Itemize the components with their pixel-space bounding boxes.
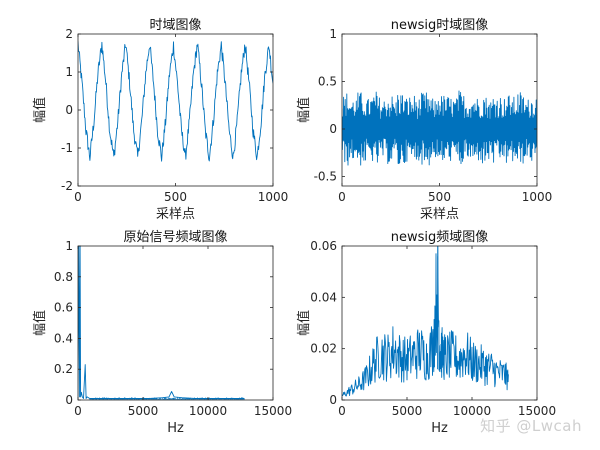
- y-tick-label: -0.5: [314, 170, 337, 184]
- y-axis-label: 幅值: [32, 97, 48, 123]
- x-tick-label: 10000: [453, 404, 491, 418]
- x-tick-label: 10000: [189, 404, 227, 418]
- x-tick-label: 500: [428, 190, 451, 204]
- y-tick-label: 0: [65, 103, 73, 117]
- x-tick-label: 0: [74, 190, 82, 204]
- y-tick-label: 0.2: [54, 362, 73, 376]
- y-tick-label: 0.02: [310, 342, 337, 356]
- y-tick-label: -2: [61, 179, 73, 193]
- y-tick-label: 0.6: [54, 301, 73, 315]
- y-tick-label: 0: [329, 122, 337, 136]
- x-tick-label: 500: [164, 190, 187, 204]
- series-line: [78, 41, 273, 162]
- x-tick-label: 0: [338, 404, 346, 418]
- y-tick-label: 1: [65, 65, 73, 79]
- y-tick-label: 1: [65, 239, 73, 253]
- chart-title: 原始信号频域图像: [123, 230, 227, 245]
- axes-box: [341, 245, 538, 401]
- x-axis-label: Hz: [431, 421, 448, 436]
- x-axis-label: 采样点: [156, 207, 195, 222]
- chart-title: 时域图像: [149, 18, 201, 33]
- y-tick-label: 0: [329, 393, 337, 407]
- watermark-text: 知乎 @Lwcah: [480, 417, 582, 435]
- series-line: [342, 246, 509, 397]
- x-tick-label: 15000: [254, 404, 292, 418]
- x-axis-label: Hz: [167, 421, 184, 436]
- y-tick-label: 0.8: [54, 270, 73, 284]
- y-tick-label: 0: [65, 393, 73, 407]
- axes-box: [77, 245, 274, 401]
- y-axis-label: 幅值: [32, 310, 48, 336]
- y-tick-label: -1: [61, 141, 73, 155]
- y-tick-label: 0.04: [310, 290, 337, 304]
- x-axis-label: 采样点: [420, 207, 459, 222]
- series-line: [342, 90, 537, 166]
- x-tick-label: 5000: [128, 404, 159, 418]
- chart-3: 0 5000 10000 15000 0 0.2 0.4 0.6 0.8 1 原始信号频域图像 Hz 幅…: [32, 230, 292, 436]
- x-tick-label: 15000: [518, 404, 556, 418]
- x-tick-label: 0: [74, 404, 82, 418]
- y-tick-label: 0.5: [318, 75, 337, 89]
- chart-4: 0 5000 10000 15000 0 0.02 0.04 0.06 newsig频域图像 Hz…: [296, 230, 556, 436]
- x-tick-label: 1000: [258, 190, 289, 204]
- y-tick-label: 1: [329, 27, 337, 41]
- y-axis-label: 幅值: [296, 310, 312, 336]
- y-tick-label: 0.06: [310, 239, 337, 253]
- series-line: [78, 246, 245, 399]
- chart-title: newsig时域图像: [391, 18, 489, 33]
- chart-title: newsig频域图像: [391, 230, 489, 245]
- y-tick-label: 2: [65, 27, 73, 41]
- x-tick-label: 1000: [522, 190, 553, 204]
- x-tick-label: 0: [338, 190, 346, 204]
- y-axis-label: 幅值: [296, 97, 312, 123]
- x-tick-label: 5000: [392, 404, 423, 418]
- y-tick-label: 0.4: [54, 331, 73, 345]
